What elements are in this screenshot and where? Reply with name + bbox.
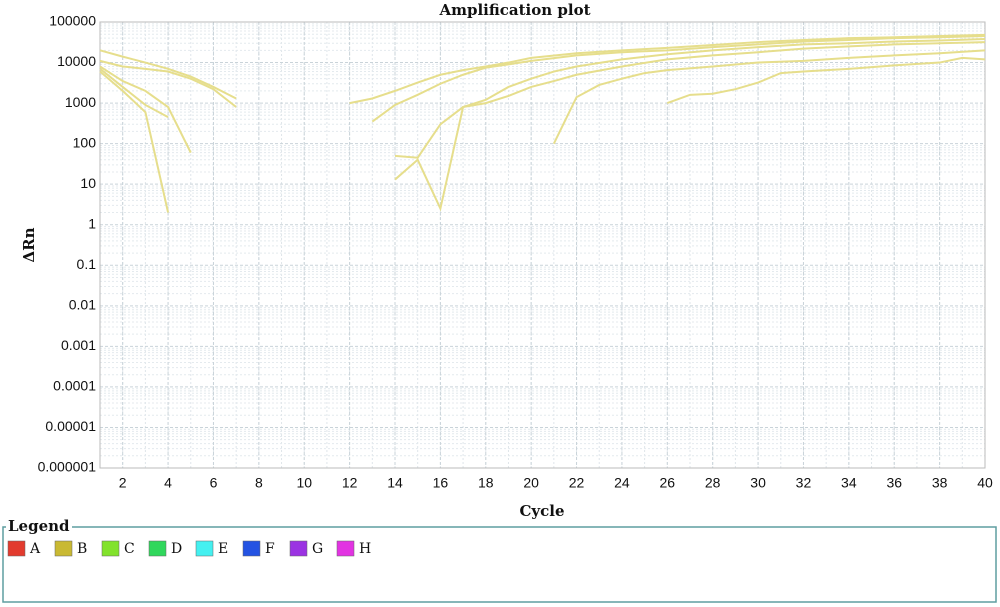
x-tick-label: 30 — [750, 475, 766, 491]
legend-swatch — [101, 540, 120, 557]
y-tick-label: 1 — [88, 215, 96, 231]
legend-label: C — [124, 541, 135, 557]
y-tick-label: 100000 — [49, 13, 96, 29]
y-tick-label: 0.01 — [69, 297, 96, 313]
legend-label: H — [359, 541, 371, 557]
amplification-curve — [99, 49, 237, 100]
chart-title: Amplification plot — [438, 1, 590, 19]
legend-swatch — [289, 540, 308, 557]
legend-label: F — [265, 541, 275, 557]
x-tick-label: 24 — [614, 475, 630, 491]
amplification-curve — [99, 68, 169, 119]
x-tick-label: 16 — [433, 475, 449, 491]
legend-label: G — [312, 541, 323, 557]
y-tick-label: 10000 — [57, 53, 96, 69]
y-tick-label: 100 — [73, 134, 97, 150]
amplification-curve — [394, 38, 986, 159]
x-tick-label: 14 — [387, 475, 403, 491]
amplification-curve — [666, 56, 986, 105]
x-tick-label: 8 — [255, 475, 263, 491]
legend-swatch — [242, 540, 261, 557]
amplification-curve — [394, 41, 986, 212]
x-tick-label: 12 — [342, 475, 358, 491]
y-tick-label: 0.0001 — [53, 378, 96, 394]
y-tick-label: 10 — [80, 175, 96, 191]
legend-swatch — [148, 540, 167, 557]
x-tick-label: 38 — [932, 475, 948, 491]
y-axis-label: ΔRn — [20, 227, 38, 262]
legend-title-bg — [6, 519, 72, 535]
x-tick-label: 36 — [886, 475, 902, 491]
legend-swatch — [54, 540, 73, 557]
x-tick-label: 34 — [841, 475, 857, 491]
x-axis-label: Cycle — [519, 502, 564, 520]
x-tick-label: 32 — [796, 475, 812, 491]
x-tick-label: 22 — [569, 475, 585, 491]
legend-swatch — [7, 540, 26, 557]
x-tick-label: 40 — [977, 475, 993, 491]
x-tick-label: 20 — [523, 475, 539, 491]
legend-label: E — [218, 541, 228, 557]
x-tick-label: 6 — [210, 475, 218, 491]
amplification-curve — [552, 49, 986, 145]
legend-label: B — [77, 541, 87, 557]
amplification-curve — [99, 65, 192, 154]
y-tick-label: 0.00001 — [45, 418, 96, 434]
y-tick-label: 1000 — [65, 94, 96, 110]
legend-box — [2, 526, 997, 603]
legend-label: D — [171, 541, 182, 557]
legend-label: A — [29, 541, 41, 557]
x-tick-label: 18 — [478, 475, 494, 491]
amplification-curve — [349, 33, 986, 105]
x-tick-label: 2 — [119, 475, 127, 491]
y-tick-label: 0.1 — [77, 256, 97, 272]
legend-swatch — [195, 540, 214, 557]
plot-frame — [99, 21, 986, 469]
legend-title: Legend — [8, 517, 70, 535]
amplification-curve — [371, 35, 986, 123]
legend-swatch — [336, 540, 355, 557]
y-tick-label: 0.001 — [61, 337, 96, 353]
x-tick-label: 26 — [660, 475, 676, 491]
x-tick-label: 10 — [296, 475, 312, 491]
x-tick-label: 28 — [705, 475, 721, 491]
x-tick-label: 4 — [164, 475, 172, 491]
amplification-curve — [99, 59, 237, 108]
y-tick-label: 0.000001 — [38, 459, 97, 475]
amplification-curve — [99, 70, 170, 213]
